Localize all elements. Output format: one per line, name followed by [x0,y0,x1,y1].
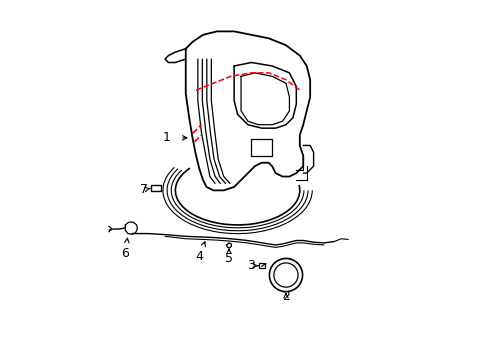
Bar [259,263,264,269]
Text: 1: 1 [163,131,170,144]
Text: 6: 6 [121,247,129,260]
Bar [151,185,161,192]
Text: 5: 5 [224,252,232,265]
Text: 2: 2 [282,290,289,303]
Text: 3: 3 [247,259,255,272]
Text: 4: 4 [195,250,203,263]
Text: 7: 7 [140,183,148,196]
